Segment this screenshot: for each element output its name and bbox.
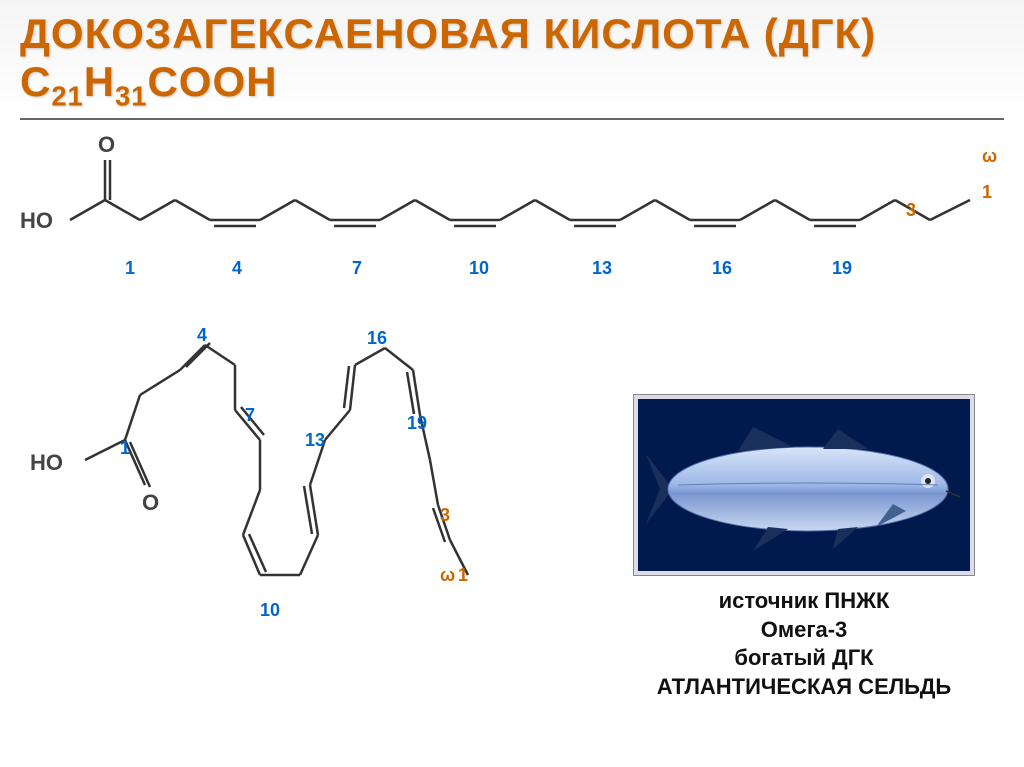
carbon-label-19: 19 — [832, 258, 852, 279]
o-label-linear: O — [98, 132, 115, 158]
fish-svg — [638, 399, 974, 575]
formula-c: C — [20, 58, 51, 105]
carbon-label-10: 10 — [469, 258, 489, 279]
title-line1: ДОКОЗАГЕКСАЕНОВАЯ КИСЛОТА (ДГК) — [20, 10, 1004, 58]
oh-label-linear: HO — [20, 208, 53, 234]
title-formula: C21H31COOH — [20, 58, 1004, 112]
omega-label-ω: ω — [982, 146, 997, 167]
title-rule — [20, 118, 1004, 120]
formula-sub1: 21 — [51, 80, 83, 111]
carbon-label-1: 1 — [125, 258, 135, 279]
bent-carbon-4: 4 — [197, 325, 207, 346]
bent-carbon-19: 19 — [407, 413, 427, 434]
bent-omega-3: 3 — [440, 505, 450, 526]
bent-omega-ω: ω — [440, 565, 455, 586]
caption: источник ПНЖК Омега-3 богатый ДГК АТЛАНТ… — [624, 587, 984, 701]
formula-sub2: 31 — [115, 80, 147, 111]
formula-h: H — [84, 58, 115, 105]
bent-carbon-16: 16 — [367, 328, 387, 349]
bent-carbon-13: 13 — [305, 430, 325, 451]
carbon-label-7: 7 — [352, 258, 362, 279]
bent-omega-1: 1 — [458, 565, 468, 586]
caption-line3: богатый ДГК — [624, 644, 984, 673]
omega-label-3: 3 — [906, 200, 916, 221]
bent-carbon-1: 1 — [120, 438, 130, 459]
title-block: ДОКОЗАГЕКСАЕНОВАЯ КИСЛОТА (ДГК) C21H31CO… — [0, 0, 1024, 120]
linear-chain-svg — [10, 140, 1010, 280]
oh-label-bent: HO — [30, 450, 63, 476]
bent-carbon-10: 10 — [260, 600, 280, 621]
omega-label-1: 1 — [982, 182, 992, 203]
carbon-label-16: 16 — [712, 258, 732, 279]
fish-image — [634, 395, 974, 575]
formula-cooh: COOH — [147, 58, 277, 105]
caption-line2: Омега-3 — [624, 616, 984, 645]
carbon-label-4: 4 — [232, 258, 242, 279]
linear-structure: HO O 14710131619ω13 — [10, 140, 1010, 290]
bent-carbon-7: 7 — [245, 405, 255, 426]
carbon-label-13: 13 — [592, 258, 612, 279]
caption-line1: источник ПНЖК — [624, 587, 984, 616]
o-label-bent: O — [142, 490, 159, 516]
caption-line4: АТЛАНТИЧЕСКАЯ СЕЛЬДЬ — [624, 673, 984, 702]
fish-block: источник ПНЖК Омега-3 богатый ДГК АТЛАНТ… — [624, 395, 984, 701]
bent-structure: HO O 147101316193ω1 — [10, 310, 530, 630]
